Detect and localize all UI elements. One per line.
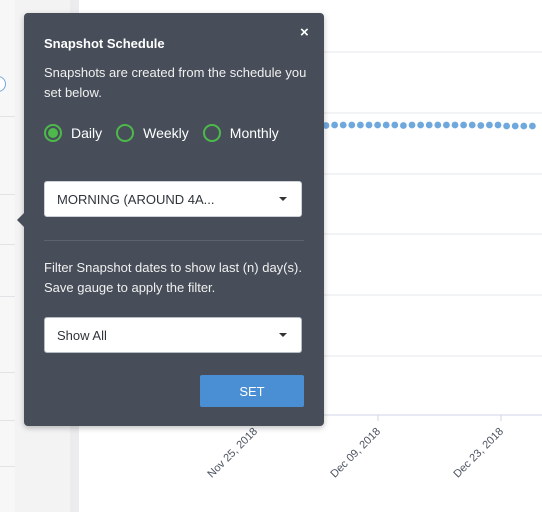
series-point — [511, 122, 519, 130]
series-point — [494, 121, 502, 129]
x-tick-label: Nov 25, 2018 — [205, 426, 260, 481]
series-point — [468, 121, 476, 129]
series-point — [365, 121, 373, 129]
x-tick-label: Dec 23, 2018 — [451, 426, 506, 481]
popover-arrow — [17, 213, 24, 227]
date-filter-select[interactable]: Show All — [44, 317, 302, 353]
time-of-day-select[interactable]: MORNING (AROUND 4A... — [44, 181, 302, 217]
filter-description: Filter Snapshot dates to show last (n) d… — [44, 260, 302, 295]
left-rail-divider — [0, 420, 15, 421]
select-value: MORNING (AROUND 4A... — [57, 192, 215, 207]
series-point — [503, 122, 510, 130]
radio-monthly[interactable]: Monthly — [202, 124, 279, 142]
series-point — [529, 122, 536, 130]
series-point — [451, 121, 459, 129]
left-rail-divider — [0, 372, 15, 373]
radio-unchecked-icon[interactable] — [116, 124, 135, 142]
radio-daily[interactable]: Daily — [44, 124, 102, 142]
series-point — [486, 121, 493, 129]
series-point — [322, 122, 330, 129]
chart-x-labels: Nov 25, 2018 Dec 09, 2018 Dec 23, 2018 — [205, 426, 506, 481]
chevron-down-icon — [279, 197, 287, 201]
series-point — [339, 121, 347, 129]
set-button[interactable]: SET — [200, 375, 304, 407]
series-point — [417, 121, 424, 129]
chart-series — [322, 121, 536, 130]
schedule-description: Snapshots are created from the schedule … — [44, 65, 307, 100]
timeline-node-icon — [0, 76, 6, 92]
frequency-radio-group: Daily Weekly Monthly — [44, 121, 293, 145]
left-panel — [0, 0, 16, 512]
series-point — [382, 121, 390, 129]
series-point — [374, 121, 381, 129]
close-icon[interactable]: × — [300, 24, 309, 41]
radio-unchecked-icon[interactable] — [202, 124, 221, 142]
left-rail-divider — [0, 466, 15, 467]
x-tick-label: Dec 09, 2018 — [328, 426, 383, 481]
series-point — [425, 121, 433, 129]
series-point — [348, 121, 356, 129]
series-point — [331, 121, 338, 129]
left-rail-divider — [0, 194, 15, 195]
snapshot-schedule-popover: Snapshot Schedule × Snapshots are create… — [17, 13, 324, 426]
series-point — [520, 122, 528, 130]
series-point — [460, 121, 467, 129]
chevron-down-icon — [279, 333, 287, 337]
series-point — [477, 122, 485, 129]
popover-title: Snapshot Schedule — [44, 36, 165, 51]
series-point — [434, 121, 442, 129]
divider — [44, 240, 304, 241]
radio-checked-icon[interactable] — [44, 124, 62, 142]
series-point — [357, 121, 364, 129]
left-rail-divider — [0, 244, 15, 245]
radio-label: Monthly — [229, 125, 279, 141]
select-value: Show All — [57, 328, 107, 343]
left-rail-divider — [0, 116, 15, 117]
radio-label: Weekly — [143, 125, 189, 141]
series-point — [408, 121, 416, 129]
series-point — [443, 121, 450, 129]
series-point — [391, 121, 399, 129]
radio-label: Daily — [71, 125, 103, 141]
radio-weekly[interactable]: Weekly — [116, 124, 189, 142]
left-rail-divider — [0, 296, 15, 297]
series-point — [400, 122, 407, 129]
